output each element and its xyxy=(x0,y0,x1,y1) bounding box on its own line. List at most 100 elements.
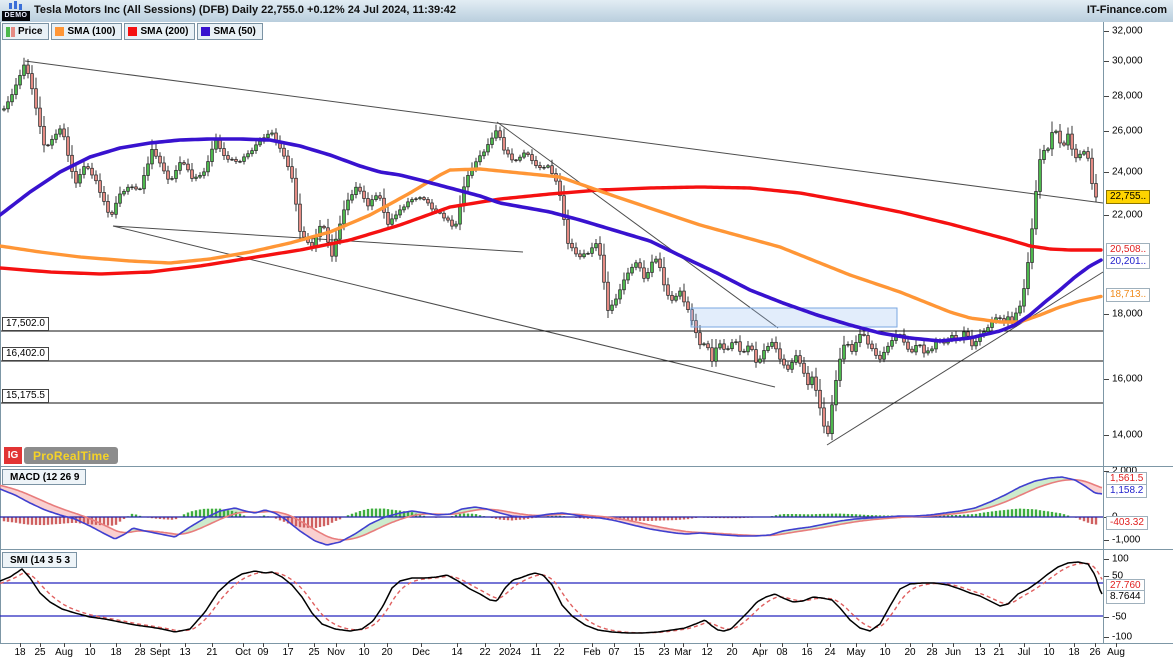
sma-color-icon xyxy=(55,27,65,36)
legend-chip-sma-50-[interactable]: SMA (50) xyxy=(197,23,263,40)
level-label: 15,175.5 xyxy=(2,389,49,403)
time-tick xyxy=(212,643,213,647)
axis-tick xyxy=(1104,617,1109,618)
logo-candle-icon xyxy=(9,3,12,9)
time-tick xyxy=(807,643,808,647)
axis-tick-label: -50 xyxy=(1112,611,1127,623)
time-tick-label: 13 xyxy=(974,647,986,658)
time-tick-label: Dec xyxy=(412,647,430,658)
axis-tick-label: 14,000 xyxy=(1112,429,1143,441)
smi-value-chip: 8.7644 xyxy=(1106,590,1145,604)
ig-logo[interactable]: IG xyxy=(4,447,22,464)
time-tick-label: 10 xyxy=(879,647,891,658)
prorealtime-logo[interactable]: ProRealTime xyxy=(24,447,119,464)
sma-color-icon xyxy=(201,27,211,36)
time-tick xyxy=(140,643,141,647)
axis-tick-label: 16,000 xyxy=(1112,373,1143,385)
price-value-chip: 18,713.. xyxy=(1106,288,1151,302)
time-tick-label: 26 xyxy=(1089,647,1101,658)
time-tick xyxy=(760,643,761,647)
time-tick-label: 20 xyxy=(726,647,738,658)
time-tick xyxy=(782,643,783,647)
price-axis-strip[interactable]: 32,000 30,000 28,000 26,000 24,000 22,000 18,0… xyxy=(1104,22,1173,643)
demo-badge: DEMO xyxy=(2,11,30,21)
smi-chart[interactable] xyxy=(0,549,1103,643)
time-tick xyxy=(592,643,593,647)
time-tick-label: 25 xyxy=(34,647,46,658)
time-tick-label: 28 xyxy=(926,647,938,658)
time-tick xyxy=(999,643,1000,647)
legend-bar: Price SMA (100) SMA (200) SMA (50) xyxy=(2,23,263,40)
axis-tick-label: 22,000 xyxy=(1112,209,1143,221)
legend-label: SMA (50) xyxy=(213,26,256,37)
legend-chip-sma-100-[interactable]: SMA (100) xyxy=(51,23,123,40)
time-tick xyxy=(90,643,91,647)
legend-chip-price[interactable]: Price xyxy=(2,23,50,40)
time-tick-label: 20 xyxy=(904,647,916,658)
time-tick xyxy=(1095,643,1096,647)
axis-tick xyxy=(1104,540,1109,541)
axis-tick-label: 30,000 xyxy=(1112,55,1143,67)
axis-tick-label: 2,000 xyxy=(1112,465,1138,477)
time-tick xyxy=(1074,643,1075,647)
time-tick-label: 24 xyxy=(824,647,836,658)
macd-value-chip: -403.32 xyxy=(1106,516,1148,530)
time-tick-label: May xyxy=(846,647,866,658)
axis-tick xyxy=(1104,61,1109,62)
time-tick xyxy=(932,643,933,647)
axis-tick xyxy=(1104,559,1109,560)
time-tick-label: 18 xyxy=(14,647,26,658)
time-tick xyxy=(510,643,511,647)
time-tick-label: 17 xyxy=(282,647,294,658)
sma-color-icon xyxy=(128,27,138,36)
axis-tick-label: 26,000 xyxy=(1112,125,1143,137)
time-tick-label: 18 xyxy=(1068,647,1080,658)
time-tick-label: 28 xyxy=(134,647,146,658)
time-tick xyxy=(314,643,315,647)
macd-label-chip[interactable]: MACD (12 26 9 xyxy=(2,469,87,485)
time-tick-label: 07 xyxy=(608,647,620,658)
time-tick xyxy=(185,643,186,647)
time-tick-label: 10 xyxy=(1043,647,1055,658)
axis-tick xyxy=(1104,576,1109,577)
prorealtime-watermark: IG ProRealTime xyxy=(4,447,119,464)
time-tick xyxy=(485,643,486,647)
legend-chip-sma-200-[interactable]: SMA (200) xyxy=(124,23,196,40)
time-tick-label: 08 xyxy=(776,647,788,658)
axis-tick xyxy=(1104,172,1109,173)
price-panel[interactable] xyxy=(0,22,1104,466)
time-tick-label: 21 xyxy=(206,647,218,658)
axis-tick-label: 50 xyxy=(1112,570,1124,582)
axis-tick xyxy=(1104,379,1109,380)
time-tick xyxy=(387,643,388,647)
time-tick-label: Sept xyxy=(149,647,171,658)
price-chart[interactable] xyxy=(0,22,1104,466)
macd-panel[interactable] xyxy=(0,466,1104,549)
time-tick xyxy=(40,643,41,647)
time-tick xyxy=(336,643,337,647)
panel-separator[interactable] xyxy=(0,549,1173,550)
time-tick-label: Nov xyxy=(327,647,345,658)
brand-link[interactable]: IT-Finance.com xyxy=(1086,4,1167,16)
axis-tick xyxy=(1104,96,1109,97)
time-tick xyxy=(614,643,615,647)
time-tick-label: 25 xyxy=(308,647,320,658)
axis-divider xyxy=(1103,22,1104,643)
time-tick xyxy=(160,643,161,647)
time-tick-label: Aug xyxy=(55,647,73,658)
time-tick-label: 22 xyxy=(479,647,491,658)
smi-panel[interactable] xyxy=(0,549,1104,643)
time-tick xyxy=(64,643,65,647)
time-axis-strip[interactable]: 18 25 Aug 10 18 28 Sept 13 21 Oct 09 17 25 Nov 10 20 Dec… xyxy=(0,643,1173,660)
time-tick-label: Oct xyxy=(235,647,251,658)
smi-label-chip[interactable]: SMI (14 3 5 3 xyxy=(2,552,78,568)
level-label: 16,402.0 xyxy=(2,347,49,361)
macd-chart[interactable] xyxy=(0,466,1103,549)
axis-tick xyxy=(1104,31,1109,32)
price-up-icon xyxy=(6,26,10,37)
panel-separator[interactable] xyxy=(0,466,1173,467)
title-bar: Tesla Motors Inc (All Sessions) (DFB) Da… xyxy=(0,0,1173,23)
time-tick xyxy=(1024,643,1025,647)
time-tick-label: 18 xyxy=(110,647,122,658)
time-tick-label: Feb xyxy=(583,647,601,658)
